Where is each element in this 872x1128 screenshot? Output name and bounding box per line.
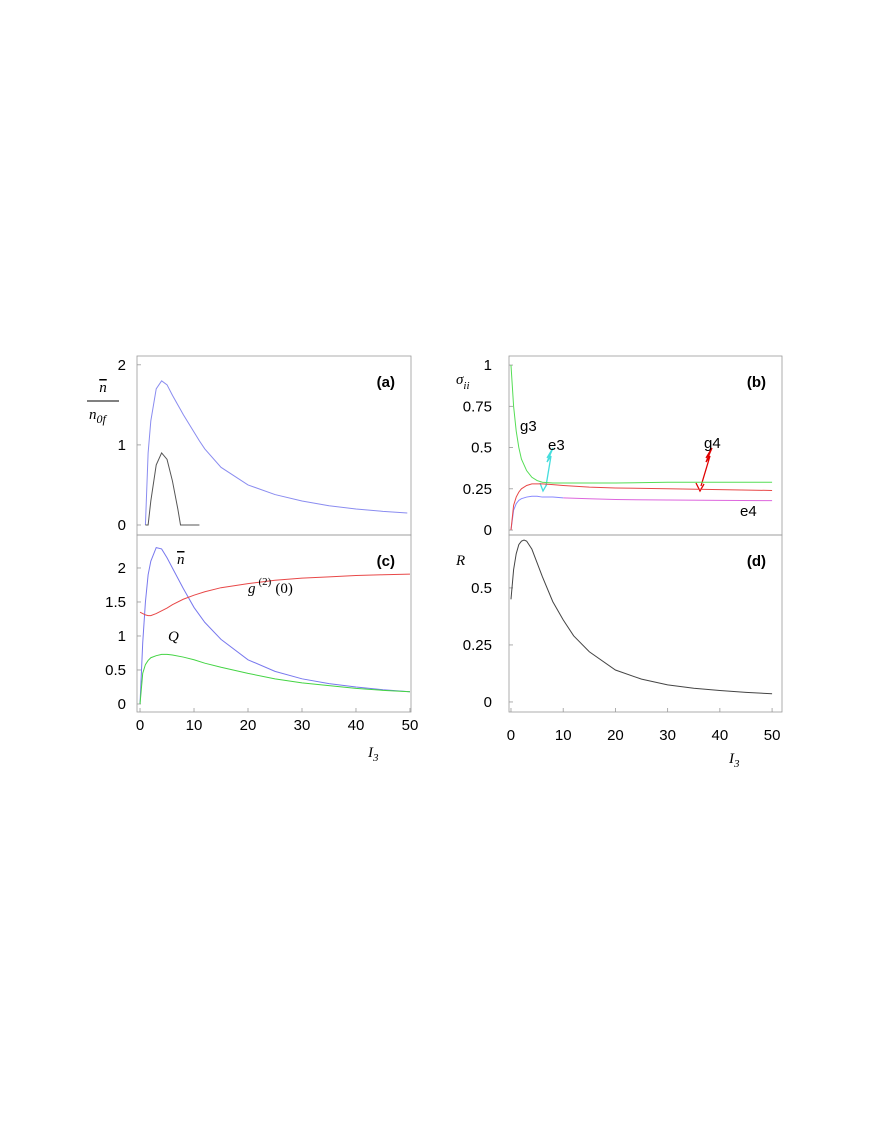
y-label-numerator: n <box>99 380 107 396</box>
series-label: e4 <box>740 503 757 520</box>
y-label-base: R <box>455 553 465 569</box>
y-tick-label: 1.5 <box>105 594 126 611</box>
series-label: g3 <box>520 418 537 435</box>
y-label-denominator-base: n <box>89 407 97 423</box>
series-line <box>144 380 408 526</box>
y-tick-label: 0.5 <box>105 662 126 679</box>
g4-arrowhead <box>695 482 705 493</box>
y-tick-label: 0 <box>484 694 492 711</box>
y-label-denominator-sub: 0f <box>97 412 108 426</box>
y-tick-label: 1 <box>484 357 492 374</box>
series-name: g3 <box>520 418 537 435</box>
series-line <box>139 546 411 705</box>
e3-arrow <box>545 447 554 487</box>
y-label: R <box>455 553 465 569</box>
y-tick-label: 0.25 <box>463 637 492 654</box>
e3-arrowhead <box>539 482 548 493</box>
g4-arrow <box>700 447 713 487</box>
x-label-base: I <box>367 745 374 761</box>
y-tick-label: 0 <box>118 517 126 534</box>
y-tick-label: 2 <box>118 357 126 374</box>
x-label-base: I <box>728 751 735 767</box>
plot-frame <box>508 534 783 713</box>
y-tick-label: 0.25 <box>463 481 492 498</box>
x-tick-label: 30 <box>659 727 676 744</box>
series-line <box>145 451 200 526</box>
series-label: n <box>177 552 185 568</box>
x-tick-label: 20 <box>607 727 624 744</box>
x-tick-label: 40 <box>712 727 729 744</box>
panel-label: (c) <box>377 553 395 570</box>
y-label-denominator: n0f <box>89 407 108 426</box>
series-line <box>510 365 773 484</box>
panel-label: (b) <box>747 374 766 391</box>
y-label-base: σ <box>456 372 464 388</box>
series-name: e4 <box>740 503 757 520</box>
series-name: g <box>248 581 256 597</box>
y-label-sub: ii <box>463 380 469 392</box>
series-line <box>510 483 773 531</box>
y-tick-label: 0.5 <box>471 440 492 457</box>
x-tick-label: 30 <box>294 717 311 734</box>
x-label: I3 <box>367 745 379 764</box>
x-label-sub: 3 <box>733 758 740 770</box>
series-name: g4 <box>704 435 721 452</box>
plot-frame <box>136 534 412 713</box>
x-label-sub: 3 <box>372 752 379 764</box>
x-tick-label: 40 <box>348 717 365 734</box>
y-tick-label: 0 <box>118 696 126 713</box>
series-line <box>563 497 773 502</box>
y-tick-label: 0.5 <box>471 580 492 597</box>
series-line <box>510 539 773 695</box>
series-name-sup: (2) <box>259 576 272 588</box>
y-tick-label: 1 <box>118 628 126 645</box>
x-tick-label: 10 <box>186 717 203 734</box>
x-tick-label: 50 <box>764 727 781 744</box>
y-tick-label: 0 <box>484 522 492 539</box>
series-line <box>139 653 410 705</box>
y-tick-label: 1 <box>118 437 126 454</box>
series-name: Q <box>168 629 179 645</box>
series-label: g (2) (0) <box>248 576 293 597</box>
y-tick-label: 0.75 <box>463 398 492 415</box>
series-line <box>510 495 564 531</box>
x-tick-label: 10 <box>555 727 572 744</box>
series-line <box>139 573 410 617</box>
series-label: Q <box>168 629 179 645</box>
y-label: σii <box>456 372 470 392</box>
panel-label: (a) <box>377 374 395 391</box>
x-label: I3 <box>728 751 740 770</box>
series-label: g4 <box>704 435 721 452</box>
y-tick-label: 2 <box>118 560 126 577</box>
series-name: e3 <box>548 437 565 454</box>
series-name: n <box>177 552 185 568</box>
series-name-rest: (0) <box>275 581 293 597</box>
x-tick-label: 50 <box>402 717 419 734</box>
x-tick-label: 0 <box>136 717 144 734</box>
panel-label: (d) <box>747 553 766 570</box>
x-tick-label: 20 <box>240 717 257 734</box>
series-label: e3 <box>548 437 565 454</box>
x-tick-label: 0 <box>507 727 515 744</box>
